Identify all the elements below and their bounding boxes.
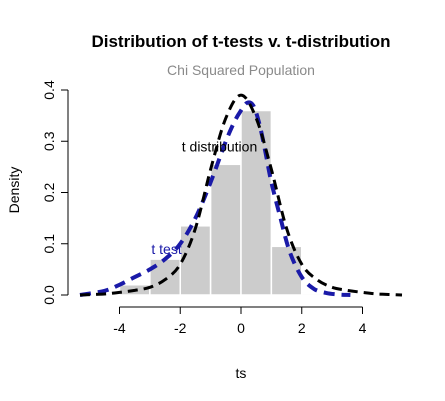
chart-subtitle: Chi Squared Population [167,62,315,78]
t-test-line [79,100,351,297]
y-axis-label: Density [6,167,22,214]
histogram-bar [240,109,273,296]
histogram-bars [88,109,333,296]
histogram-bar [179,225,212,296]
chart-title: Distribution of t-tests v. t-distributio… [91,32,390,51]
y-tick-label: 0.3 [41,131,57,151]
x-tick-label: -2 [174,320,187,336]
t-test-annotation: t test [151,241,181,257]
y-tick-label: 0.4 [41,80,57,100]
y-tick-label: 0.1 [41,234,57,254]
y-tick-label: 0.2 [41,183,57,203]
x-tick-label: 2 [298,320,306,336]
y-axis: 0.0 0.1 0.2 0.3 0.4 [41,80,69,305]
t-distribution-line [79,93,403,297]
x-tick-label: -4 [113,320,126,336]
histogram-bar [209,163,242,296]
y-tick-label: 0.0 [41,285,57,305]
x-tick-label: 4 [359,320,367,336]
x-tick-label: 0 [237,320,245,336]
x-axis-label: ts [236,365,247,381]
t-distribution-annotation: t distribution [182,138,257,154]
x-axis: -4 -2 0 2 4 [113,306,367,336]
density-lines [79,93,403,297]
annotations: t distribution t test [151,138,257,257]
